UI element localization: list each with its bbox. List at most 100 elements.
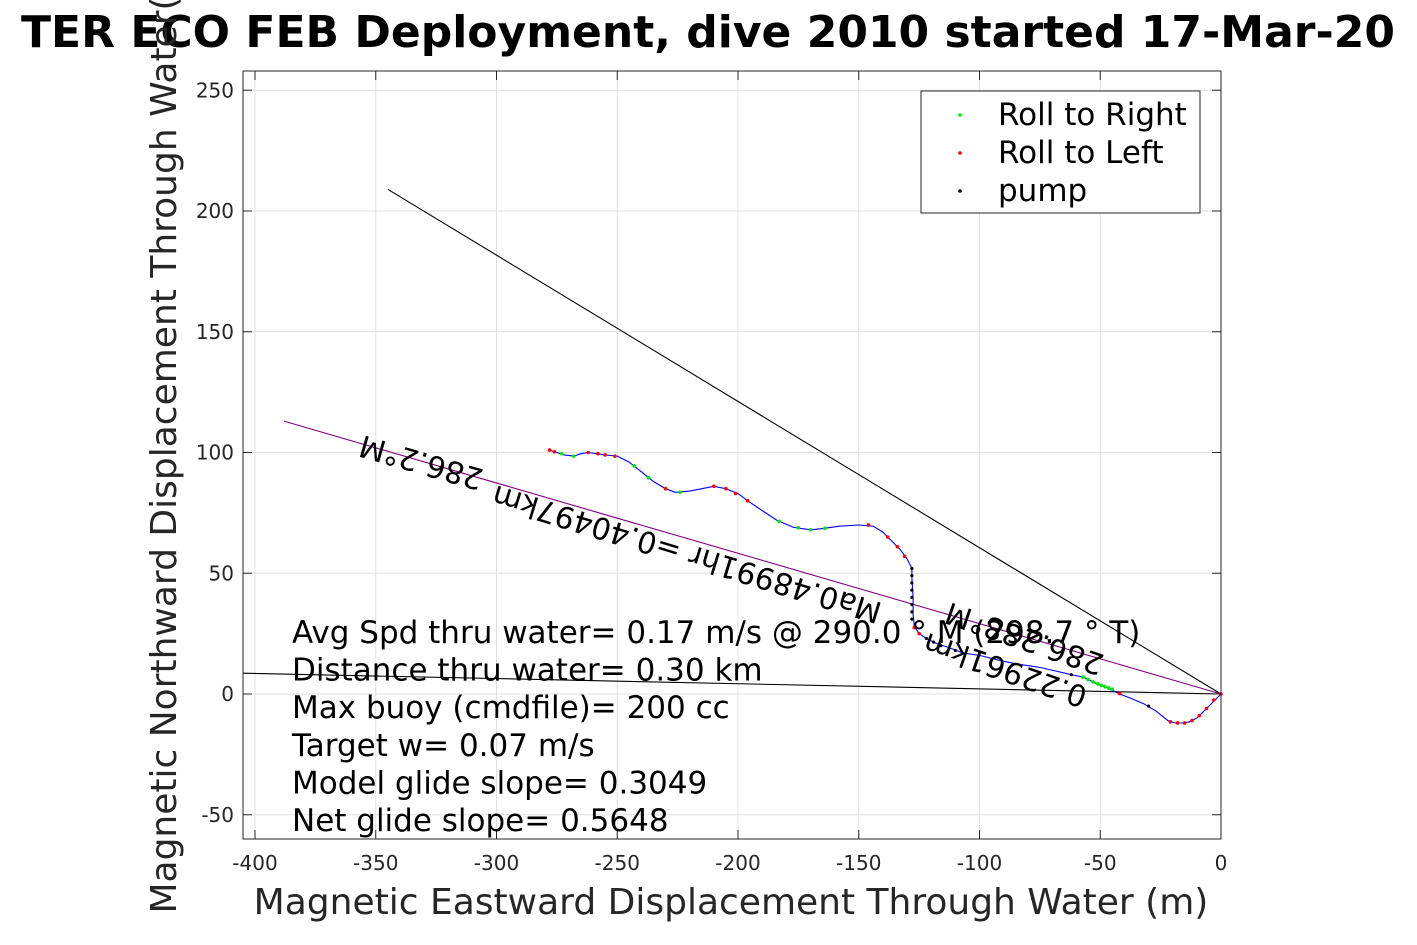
x-tick-label: -50 [1084,851,1117,875]
roll-left-point [745,499,750,503]
reference-lines [242,188,1222,695]
pump-point [1069,673,1073,677]
x-tick-label: -100 [957,851,1002,875]
roll-left-point [912,625,917,630]
roll-right-point [1081,675,1086,679]
roll-right-point [678,490,682,495]
y-tick-label: 200 [196,199,234,223]
roll-right-point [1099,683,1104,688]
roll-right-point [1086,677,1090,682]
x-tick-label: -150 [836,851,881,875]
roll-left-point [596,451,600,456]
axis-ticks: -400 -350 -300 -250 -200 -150 -100 -50 0 -50 0 50 10… [196,71,1228,875]
roll-left-point [733,491,738,496]
roll-left-point [586,450,591,455]
roll-right-point [777,519,781,524]
pump-point [910,610,914,614]
roll-left-point [603,453,607,457]
roll-right-point [808,527,813,532]
roll-right-point [559,451,564,456]
legend-marker-pump [958,189,962,193]
roll-left-point [1117,691,1122,696]
roll-left-point [1182,721,1187,725]
roll-left-point [1168,719,1173,724]
roll-right-point [1103,684,1107,689]
dive-stat-line: Max buoy (cmdfile)= 200 cc [292,690,730,726]
dive-stat-line: Model glide slope= 0.3049 [292,765,707,801]
pump-point [910,581,914,585]
pump-point [910,588,914,592]
roll-right-point [796,526,801,530]
roll-right-point [823,526,827,531]
legend-label-roll-left: Roll to Left [998,135,1164,171]
y-tick-label: 250 [196,78,234,102]
roll-right-point [571,454,576,458]
x-tick-label: -250 [595,851,640,875]
pump-point [910,566,914,571]
x-axis-label: Magnetic Eastward Displacement Through W… [254,882,1209,923]
legend-label-pump: pump [998,173,1087,209]
plot-area-frame [242,70,1222,840]
pump-point [1146,704,1151,708]
pump-point [910,617,914,621]
roll-right-point [646,476,651,480]
roll-left-point [917,631,921,636]
chart-title: TER ECO FEB Deployment, dive 2010 starte… [21,7,1395,58]
pump-point [960,651,965,655]
roll-left-point [547,448,552,452]
legend: Roll to Right Roll to Left pump [920,90,1201,214]
roll-left-point [895,544,900,549]
pump-point [910,574,914,578]
roll-and-pump-points [547,448,1223,725]
x-tick-label: -300 [474,851,519,875]
roll-right-point [1096,682,1100,686]
pump-point [939,644,943,648]
x-tick-label: 0 [1215,851,1228,875]
roll-left-point [885,535,890,539]
y-tick-label: 100 [196,441,234,465]
x-tick-label: -400 [232,851,277,875]
pump-point [924,636,928,641]
x-tick-label: -200 [715,851,760,875]
legend-label-roll-right: Roll to Right [998,97,1187,133]
roll-right-point [1110,687,1115,691]
dive-stat-line: Distance thru water= 0.30 km [292,653,763,689]
dive-stats: Avg Spd thru water= 0.17 m/s @ 290.0 ° M… [291,615,1140,839]
track-line [549,449,1222,724]
roll-left-point [1211,698,1216,702]
legend-marker-roll-left [958,151,962,155]
reference-line [242,672,1222,695]
y-axis-label: Magnetic Northward Displacement Through … [144,0,185,914]
roll-left-point [1197,713,1202,718]
roll-left-point [613,454,617,458]
x-tick-label: -350 [353,851,398,875]
roll-right-point [1106,686,1111,690]
roll-left-point [712,484,716,489]
pump-point [910,595,914,600]
y-tick-label: 0 [221,682,234,706]
roll-right-point [1091,680,1095,684]
roll-left-point [1204,706,1209,711]
reference-line [387,188,1222,695]
glider-track [549,449,1222,724]
dive-stat-line: Net glide slope= 0.5648 [292,803,669,839]
pump-point [910,603,914,607]
dive-stat-line: Target w= 0.07 m/s [291,728,595,764]
y-tick-label: 50 [209,561,234,585]
pump-point [932,640,936,644]
y-tick-label: -50 [201,803,234,827]
y-tick-label: 150 [196,320,234,344]
roll-left-point [1190,718,1194,723]
pump-point [953,648,957,653]
roll-left-point [724,486,728,491]
reference-line [283,420,1222,695]
roll-left-point [552,449,557,454]
legend-marker-roll-right [958,113,962,117]
dive-stat-line: Avg Spd thru water= 0.17 m/s @ 290.0 ° M… [292,615,1140,651]
roll-left-point [866,523,871,527]
roll-left-point [663,486,668,491]
roll-left-point [902,554,907,559]
legend-box [920,90,1201,214]
roll-right-point [632,463,636,468]
